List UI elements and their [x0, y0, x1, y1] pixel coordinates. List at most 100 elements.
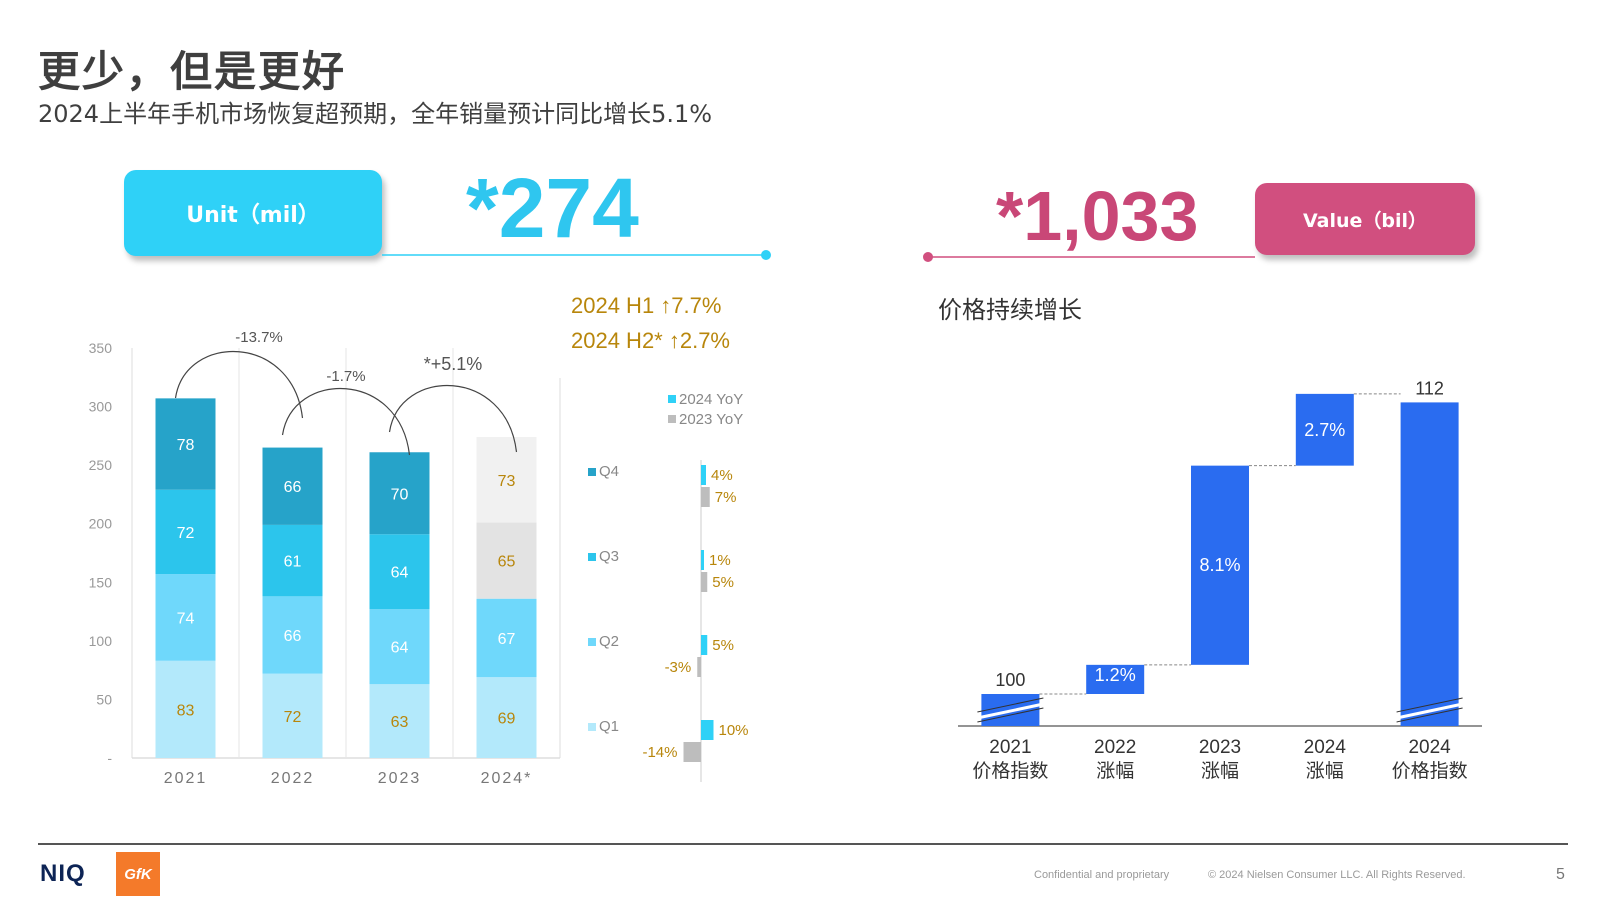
yoy-bar-2023 — [697, 657, 701, 677]
y-tick-label: 250 — [89, 457, 113, 473]
quarterly-yoy-chart: 2024 YoY 2023 YoY Q4 4% 7% Q3 1% 5% Q2 5% -3% Q1 10%… — [588, 391, 749, 782]
h2-growth-text: 2024 H2* ↑2.7% — [571, 328, 730, 353]
yoy-value-label: 1% — [709, 552, 731, 569]
x-tick-label: 2021 — [164, 770, 208, 787]
yoy-bar-2023 — [701, 487, 710, 507]
gfk-logo: GfK — [116, 852, 160, 896]
x-tick-label: 2022 — [271, 770, 315, 787]
stack-segment-q3 — [155, 489, 216, 575]
price-waterfall-chart: 1002021价格指数1.2%2022涨幅8.1%2023涨幅2.7%2024涨… — [958, 378, 1482, 782]
x-tick-label-year: 2022 — [1094, 737, 1136, 758]
x-tick-label-year: 2023 — [1199, 737, 1241, 758]
page-number: 5 — [1556, 866, 1565, 883]
yoy-bar-2023 — [701, 572, 708, 592]
stack-segment-q4 — [262, 447, 323, 525]
waterfall-bar — [1086, 664, 1145, 694]
segment-value-label: 67 — [498, 631, 516, 648]
waterfall-bar — [1191, 465, 1249, 665]
confidential-note: Confidential and proprietary — [1034, 869, 1170, 881]
yoy-value-label: -3% — [665, 659, 692, 676]
stack-segment-q2 — [476, 598, 537, 678]
waterfall-value-label: 112 — [1415, 378, 1444, 398]
stack-segment-q1 — [369, 684, 430, 758]
stack-segment-q3 — [476, 522, 537, 599]
price-section-title: 价格持续增长 — [938, 296, 1082, 324]
h1-growth-text: 2024 H1 ↑7.7% — [571, 293, 722, 318]
waterfall-value-label: 2.7% — [1304, 420, 1345, 440]
segment-value-label: 61 — [284, 554, 302, 571]
yoy-value-label: 4% — [711, 467, 733, 484]
niq-logo: NIQ — [40, 860, 86, 887]
segment-value-label: 78 — [177, 437, 195, 454]
stack-segment-q4 — [155, 398, 216, 490]
growth-arc — [281, 387, 411, 456]
segment-value-label: 65 — [498, 554, 516, 571]
axis-break-line — [977, 707, 1044, 723]
waterfall-value-label: 8.1% — [1199, 555, 1240, 575]
yoy-bar-2024 — [701, 465, 706, 485]
unit-label-box: Unit（mil） — [124, 170, 382, 256]
yoy-bar-2024 — [701, 720, 714, 740]
x-tick-label: 2024* — [481, 770, 533, 787]
yoy-value-label: -14% — [642, 744, 677, 761]
stack-segment-q4 — [369, 452, 430, 535]
category-label: Q2 — [599, 633, 619, 650]
segment-value-label: 63 — [391, 714, 409, 731]
category-label: Q3 — [599, 548, 619, 565]
growth-annotation: *+5.1% — [424, 354, 483, 374]
growth-annotation: -1.7% — [326, 368, 365, 385]
y-tick-label: 50 — [96, 691, 112, 707]
stack-segment-q2 — [369, 609, 430, 685]
x-tick-label-desc: 价格指数 — [972, 760, 1048, 782]
segment-value-label: 74 — [177, 610, 195, 627]
y-tick-label: 300 — [89, 399, 113, 415]
growth-arc — [388, 384, 518, 453]
x-tick-label-desc: 涨幅 — [1306, 760, 1344, 782]
legend-swatch — [668, 395, 676, 403]
value-underline-dot — [923, 252, 933, 262]
x-tick-label-year: 2024 — [1408, 737, 1451, 758]
yoy-bar-2023 — [683, 742, 701, 762]
segment-value-label: 66 — [284, 479, 302, 496]
copyright-note: © 2024 Nielsen Consumer LLC. All Rights … — [1208, 869, 1466, 881]
stack-segment-q4 — [476, 437, 537, 523]
segment-value-label: 66 — [284, 628, 302, 645]
y-tick-label: 200 — [89, 516, 113, 532]
category-swatch — [588, 638, 596, 646]
segment-value-label: 64 — [391, 640, 409, 657]
unit-underline-dot — [761, 250, 771, 260]
growth-arc — [174, 350, 304, 419]
segment-value-label: 64 — [391, 565, 409, 582]
stack-segment-q2 — [155, 574, 216, 661]
stack-segment-q1 — [155, 660, 216, 758]
axis-break-line — [977, 697, 1044, 713]
category-swatch — [588, 468, 596, 476]
category-swatch — [588, 553, 596, 561]
axis-break-mark — [1396, 702, 1463, 720]
value-label-box: Value（bil） — [1255, 183, 1475, 255]
segment-value-label: 72 — [284, 709, 302, 726]
y-tick-label: - — [107, 750, 112, 766]
category-label: Q4 — [599, 463, 619, 480]
waterfall-bar — [1295, 393, 1354, 466]
legend-label: 2024 YoY — [679, 391, 743, 408]
stacked-units-chart: - 50 100 150 200 250 300 350 83 74 72 78 2021 72 66 61 6… — [89, 329, 561, 787]
yoy-bar-2024 — [701, 635, 708, 655]
segment-value-label: 83 — [177, 702, 195, 719]
x-tick-label-desc: 涨幅 — [1201, 760, 1239, 782]
stack-segment-q1 — [476, 677, 537, 758]
value-kpi-value: *1,033 — [996, 177, 1199, 255]
stack-segment-q1 — [262, 673, 323, 758]
unit-kpi-value: *274 — [466, 161, 639, 255]
stack-segment-q3 — [369, 534, 430, 610]
x-tick-label-desc: 价格指数 — [1392, 760, 1468, 782]
segment-value-label: 72 — [177, 525, 195, 542]
x-tick-label-desc: 涨幅 — [1096, 760, 1134, 782]
axis-break-line — [1396, 707, 1463, 723]
x-tick-label: 2023 — [378, 770, 422, 787]
y-tick-label: 100 — [89, 633, 113, 649]
stack-segment-q2 — [262, 596, 323, 674]
waterfall-bar — [1400, 402, 1459, 726]
yoy-bar-2024 — [701, 550, 704, 570]
stack-segment-q3 — [262, 524, 323, 597]
